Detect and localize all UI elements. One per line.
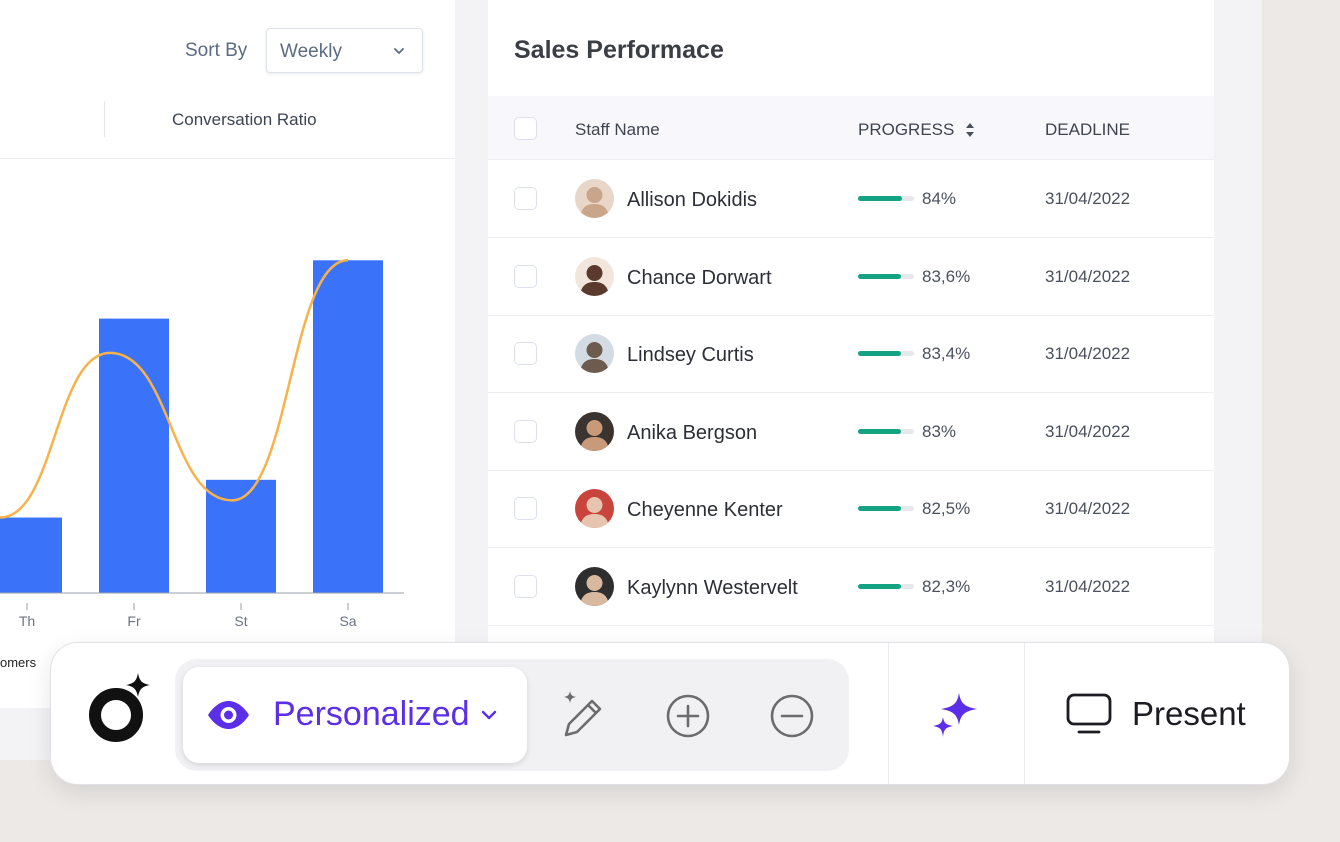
- trend-line: [0, 259, 349, 519]
- eye-icon: [208, 701, 249, 729]
- table-row[interactable]: Allison Dokidis 84% 31/04/2022: [488, 160, 1214, 238]
- personalized-dropdown[interactable]: Personalized: [183, 667, 527, 763]
- progress-bar: [858, 583, 914, 589]
- deadline-value: 31/04/2022: [1045, 421, 1131, 441]
- toolbar-divider: [1024, 643, 1025, 784]
- staff-name: Lindsey Curtis: [627, 344, 754, 366]
- table-row[interactable]: Anika Bergson 83% 31/04/2022: [488, 393, 1214, 471]
- chart-separator: [0, 158, 455, 159]
- bar-chart: Th Fr St Sa: [0, 259, 404, 629]
- tab-conversation-ratio[interactable]: Conversation Ratio: [172, 110, 317, 129]
- table-row[interactable]: Chance Dorwart 83,6% 31/04/2022: [488, 238, 1214, 316]
- avatar: [575, 566, 614, 606]
- chart-bar: [99, 318, 169, 593]
- progress-value: 82,5%: [922, 499, 971, 518]
- x-tick-label: St: [234, 613, 247, 629]
- app-logo-icon[interactable]: [88, 673, 154, 743]
- sales-performance-card: Sales Performace Staff Name PROGRESS DEA…: [488, 0, 1214, 650]
- staff-name: Kaylynn Westervelt: [627, 576, 798, 599]
- column-progress[interactable]: PROGRESS: [858, 120, 955, 139]
- staff-name: Anika Bergson: [627, 421, 758, 444]
- zoom-in-icon[interactable]: [665, 693, 711, 739]
- progress-bar-fill: [858, 351, 902, 356]
- row-checkbox[interactable]: [514, 497, 537, 520]
- table-header: Staff Name PROGRESS DEADLINE: [488, 96, 1214, 160]
- progress-bar: [858, 196, 914, 201]
- progress-bar-fill: [858, 196, 902, 201]
- deadline-value: 31/04/2022: [1045, 189, 1131, 208]
- table-row[interactable]: Lindsey Curtis 83,4% 31/04/2022: [488, 315, 1214, 393]
- avatar: [575, 256, 614, 296]
- row-checkbox[interactable]: [514, 419, 537, 443]
- sales-title: Sales Performace: [514, 36, 724, 64]
- progress-value: 83,6%: [922, 266, 971, 286]
- staff-name: Allison Dokidis: [627, 189, 758, 211]
- deadline-value: 31/04/2022: [1045, 266, 1131, 286]
- progress-value: 82,3%: [922, 576, 971, 596]
- chart-bar: [0, 517, 62, 593]
- column-deadline: DEADLINE: [1045, 120, 1131, 139]
- staff-name: Cheyenne Kenter: [627, 499, 783, 521]
- staff-name: Chance Dorwart: [627, 266, 772, 289]
- x-tick-label: Fr: [127, 613, 141, 629]
- progress-bar-fill: [858, 583, 901, 589]
- progress-bar-fill: [858, 428, 902, 434]
- view-mode-segment: Personalized: [175, 659, 849, 771]
- sort-icon[interactable]: [964, 122, 976, 138]
- x-tick-label: Th: [19, 613, 35, 629]
- deadline-value: 31/04/2022: [1045, 576, 1131, 596]
- progress-bar: [858, 351, 914, 356]
- monitor-icon[interactable]: [1066, 693, 1112, 735]
- avatar: [575, 411, 614, 451]
- progress-bar: [858, 273, 914, 279]
- progress-value: 84%: [922, 189, 957, 208]
- mode-label: Personalized: [273, 695, 470, 733]
- present-button[interactable]: Present: [1132, 695, 1246, 732]
- sparkles-icon[interactable]: [931, 691, 979, 739]
- progress-bar: [858, 506, 914, 511]
- toolbar-divider: [888, 643, 889, 784]
- table-row[interactable]: Kaylynn Westervelt 82,3% 31/04/2022: [488, 548, 1214, 626]
- progress-bar-fill: [858, 506, 901, 511]
- column-staff-name: Staff Name: [575, 120, 660, 139]
- chart-bar: [313, 260, 383, 593]
- magic-pencil-icon[interactable]: [558, 689, 606, 739]
- x-tick-label: Sa: [339, 613, 356, 629]
- sort-select[interactable]: Weekly: [266, 28, 423, 73]
- bottom-toolbar: Personalized Present: [50, 642, 1290, 785]
- avatar: [575, 489, 614, 528]
- sort-select-value: Weekly: [280, 41, 342, 62]
- row-checkbox[interactable]: [514, 574, 537, 598]
- select-all-checkbox[interactable]: [514, 117, 537, 140]
- progress-value: 83,4%: [922, 344, 971, 363]
- progress-value: 83%: [922, 421, 957, 441]
- sort-by-label: Sort By: [185, 40, 248, 61]
- deadline-value: 31/04/2022: [1045, 499, 1131, 518]
- legend-label-partial: omers: [0, 655, 37, 670]
- deadline-value: 31/04/2022: [1045, 344, 1131, 363]
- avatar: [575, 334, 614, 373]
- progress-bar: [858, 428, 914, 434]
- avatar: [575, 179, 614, 218]
- row-checkbox[interactable]: [514, 187, 537, 210]
- row-checkbox[interactable]: [514, 342, 537, 365]
- chevron-down-icon: [394, 48, 404, 54]
- chart-card: Sort By Weekly Conversation Ratio Th Fr St…: [0, 0, 455, 708]
- table-row[interactable]: Cheyenne Kenter 82,5% 31/04/2022: [488, 470, 1214, 548]
- row-checkbox[interactable]: [514, 264, 537, 288]
- zoom-out-icon[interactable]: [769, 693, 815, 739]
- chevron-down-icon: [481, 710, 497, 720]
- tab-divider: [104, 101, 105, 137]
- progress-bar-fill: [858, 273, 902, 279]
